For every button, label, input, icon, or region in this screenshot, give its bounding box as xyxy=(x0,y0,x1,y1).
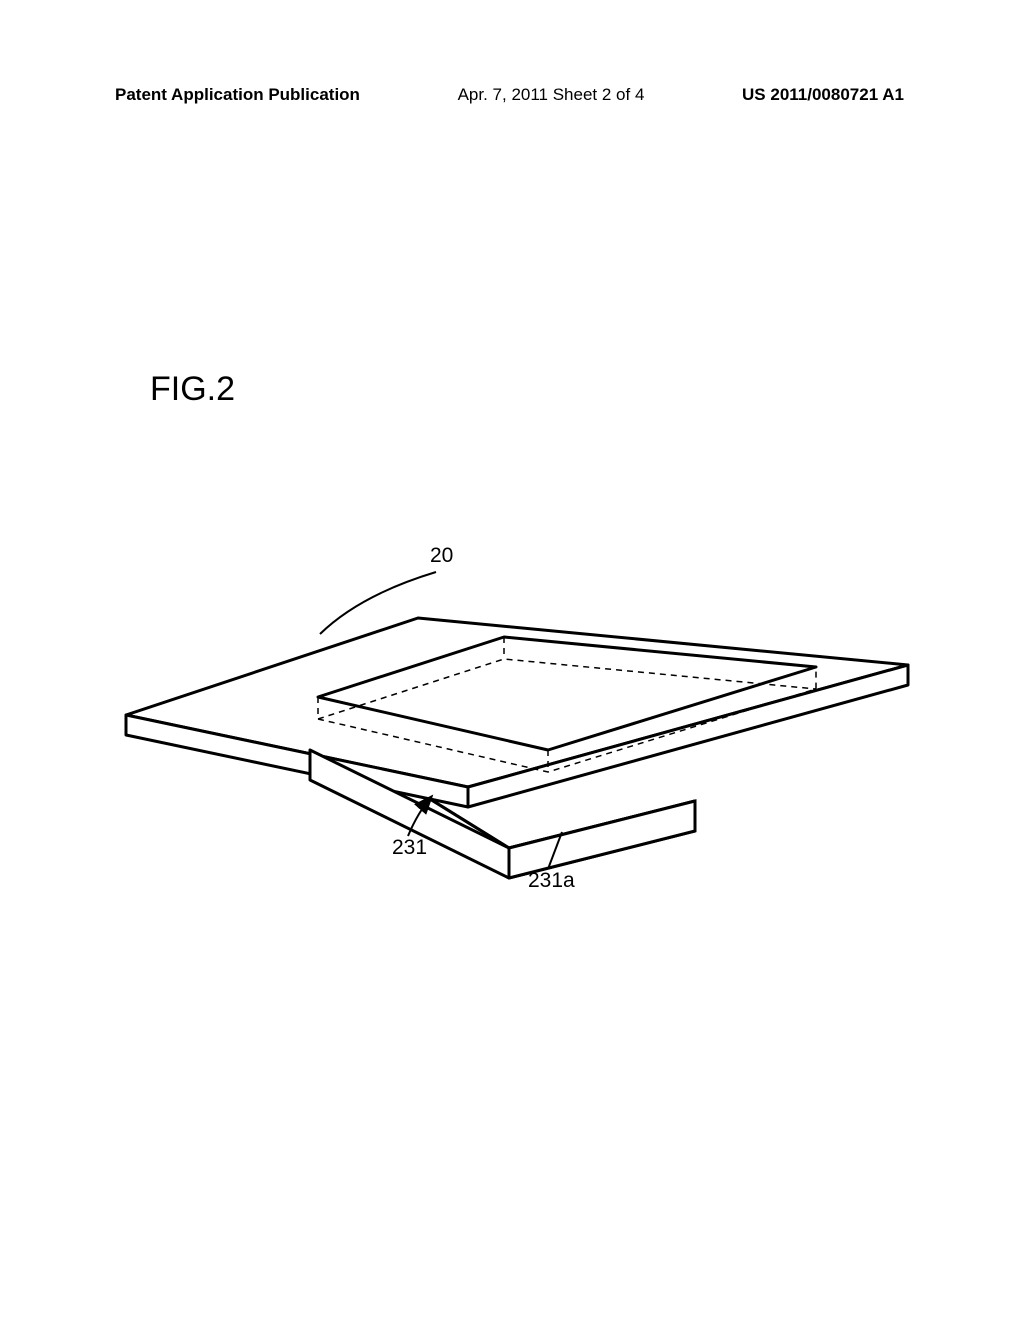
plate-20 xyxy=(126,618,908,807)
technical-drawing xyxy=(0,0,1024,1320)
